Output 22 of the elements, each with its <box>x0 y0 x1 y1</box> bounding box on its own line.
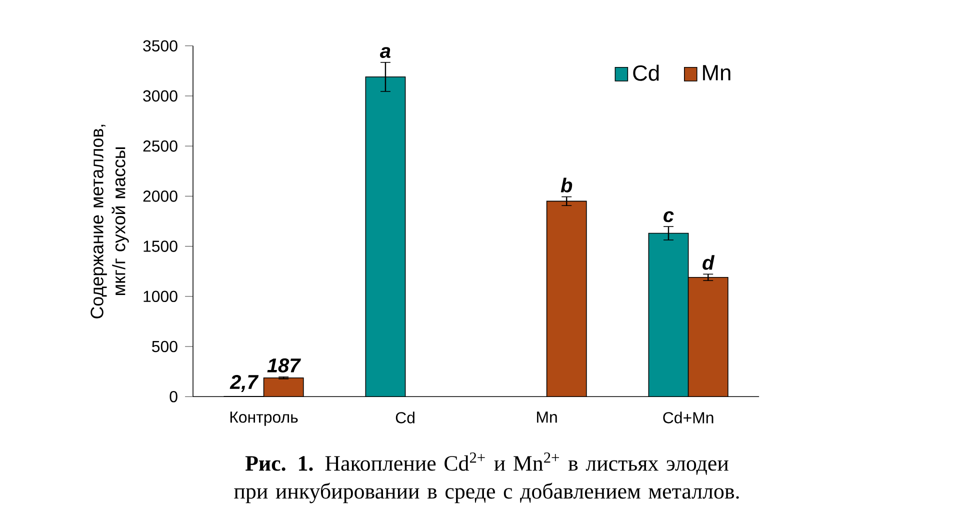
annotation: c <box>664 211 674 222</box>
annotation: d <box>702 255 715 270</box>
y-tick-label: 2500 <box>143 140 178 152</box>
y-tick-label: 3000 <box>143 90 178 102</box>
annotation: b <box>560 178 572 192</box>
annotation: a <box>380 46 390 58</box>
y-tick-label: 500 <box>152 340 178 352</box>
y-tick-label: 1000 <box>144 290 178 302</box>
text: Рис. 1. Накопление Cd$^{2+}$ и Mn$^{2+}$ в листьях элодеи при инкубировании в среде с добавлением металлов. <box>234 452 739 504</box>
y-axis-title: Содержание металлов, мкг/г сухой массы <box>90 124 129 318</box>
y-tick-label: 3500 <box>143 40 178 52</box>
x-tick-label: Cd <box>396 412 414 424</box>
legend-label: Mn <box>703 65 730 80</box>
y-tick-label: 1500 <box>144 240 178 252</box>
x-tick-label: Контроль <box>230 412 298 426</box>
y-tick-label: 2000 <box>143 190 178 202</box>
y-tick-label: 0 <box>170 390 178 402</box>
x-tick-label: Mn <box>537 412 557 423</box>
data-label: 2,7 <box>230 374 259 392</box>
data-label: 187 <box>267 358 301 372</box>
x-tick-label: Cd+Mn <box>663 412 714 424</box>
legend-label: Cd <box>633 64 659 81</box>
